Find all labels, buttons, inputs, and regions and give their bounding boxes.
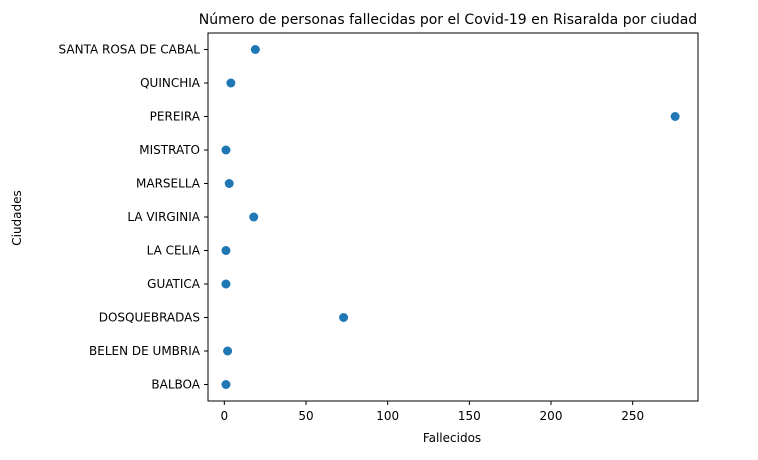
y-tick-label: BALBOA [151, 378, 200, 392]
y-tick-label: GUATICA [147, 277, 201, 291]
data-point [223, 346, 233, 356]
y-axis: BALBOA BELEN DE UMBRIA DOSQUEBRADAS GUATICA… [59, 43, 208, 392]
y-axis-label: Ciudades [10, 190, 24, 246]
data-point [226, 78, 236, 88]
data-point [221, 380, 231, 389]
data-point [670, 112, 680, 121]
chart-title: Número de personas fallecidas por el Cov… [199, 12, 697, 28]
x-tick-label: 250 [621, 409, 644, 423]
x-tick-label: 200 [540, 409, 563, 423]
x-tick-label: 0 [221, 409, 229, 423]
x-tick-label: 100 [376, 409, 399, 423]
data-point [339, 313, 349, 322]
x-axis: 0 50 100 150 200 250 [221, 401, 644, 423]
y-tick-label: LA VIRGINIA [127, 210, 200, 224]
data-point [221, 279, 231, 289]
y-tick-label: BELEN DE UMBRIA [89, 344, 201, 358]
y-tick-label: SANTA ROSA DE CABAL [59, 43, 201, 57]
x-tick-label: 150 [458, 409, 481, 423]
data-points [221, 45, 680, 389]
x-tick-label: 50 [298, 409, 313, 423]
y-tick-label: MARSELLA [136, 177, 201, 191]
data-point [221, 246, 231, 255]
data-point [250, 45, 260, 54]
y-tick-label: LA CELIA [147, 244, 201, 258]
data-point [224, 179, 234, 188]
data-point [249, 212, 259, 222]
y-tick-label: MISTRATO [139, 143, 200, 157]
y-tick-label: DOSQUEBRADAS [99, 311, 200, 325]
y-tick-label: QUINCHIA [140, 76, 201, 90]
data-point [221, 145, 231, 155]
y-tick-label: PEREIRA [150, 110, 201, 124]
x-axis-label: Fallecidos [423, 431, 481, 445]
